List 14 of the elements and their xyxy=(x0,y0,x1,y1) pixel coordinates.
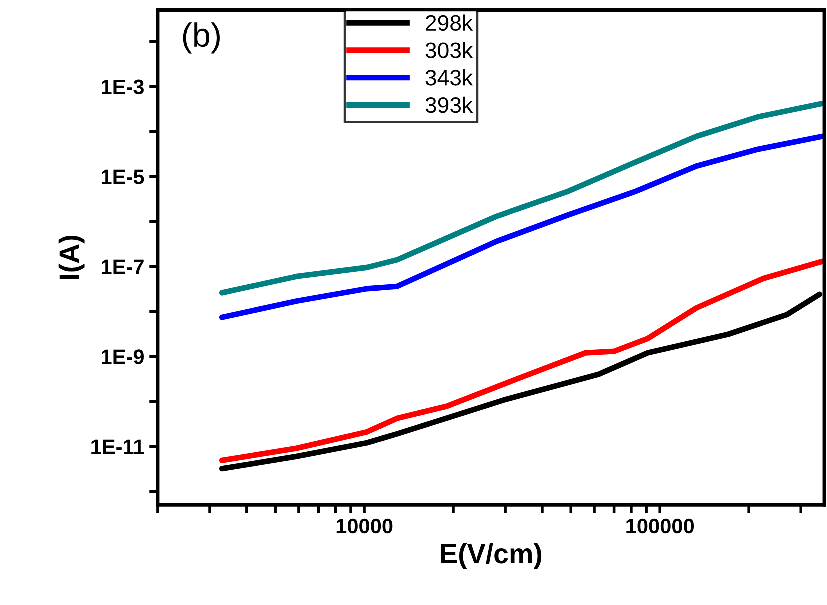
legend-label: 393k xyxy=(426,96,474,114)
x-axis-title: E(V/cm) xyxy=(441,543,542,570)
annotation: (b) xyxy=(183,22,220,54)
y-tick-label: 1E-11 xyxy=(92,440,144,454)
y-axis-title: I(A) xyxy=(58,236,85,280)
x-tick-label: 10000 xyxy=(336,518,393,534)
x-tick-label: 100000 xyxy=(626,518,694,534)
y-tick-label: 1E-3 xyxy=(102,80,144,95)
legend-label: 303k xyxy=(426,42,474,58)
y-tick-label: 1E-5 xyxy=(102,170,144,184)
y-tick-label: 1E-9 xyxy=(102,350,144,364)
legend-label: 343k xyxy=(426,69,474,86)
y-tick-label: 1E-7 xyxy=(102,260,144,274)
legend-label: 298k xyxy=(426,14,474,32)
